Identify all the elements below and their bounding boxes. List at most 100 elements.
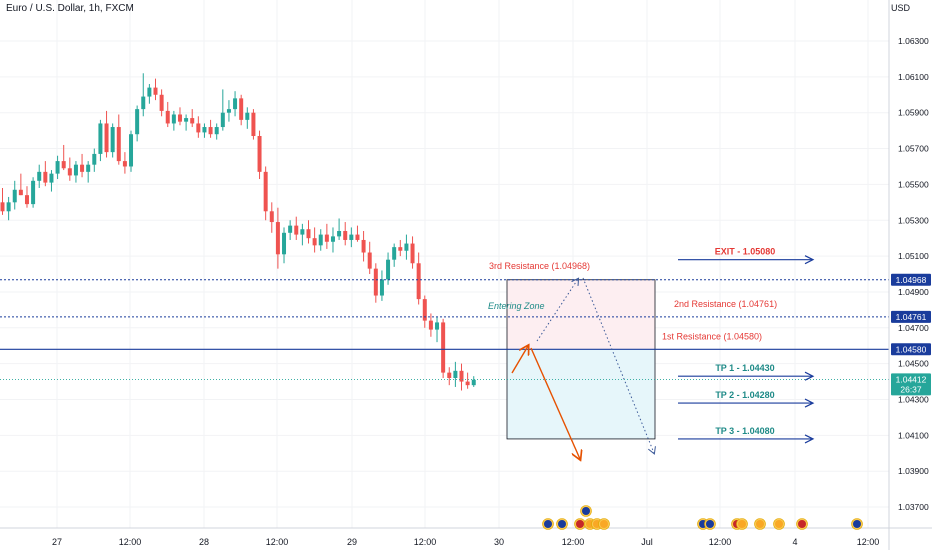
candle: [141, 73, 146, 117]
candle: [12, 180, 17, 210]
price-tick-label: 1.04500: [898, 359, 929, 369]
candle-body: [86, 164, 91, 172]
time-tick-label: 4: [792, 537, 797, 547]
candle-body: [269, 211, 274, 223]
candle: [324, 223, 329, 249]
time-tick-label: 12:00: [266, 537, 289, 547]
price-tick-label: 1.04300: [898, 395, 929, 405]
candle-body: [43, 171, 48, 183]
candle-body: [373, 268, 378, 296]
res2-tag-text: 1.04761: [896, 312, 927, 322]
candle-body: [361, 239, 366, 253]
countdown-text: 26:37: [900, 384, 922, 394]
candle: [361, 231, 366, 262]
candle: [49, 170, 54, 192]
candle-body: [386, 259, 391, 280]
candle-body: [410, 243, 415, 264]
tp2-label: TP 2 - 1.04280: [715, 390, 774, 400]
time-tick-label: 29: [347, 537, 357, 547]
time-axis[interactable]: 27 12:00 28 12:00 29 12:00 30 12:00 Jul 12:00 4 12:…: [52, 537, 879, 547]
entering-zone-upper: [507, 279, 655, 350]
candle: [453, 361, 458, 387]
candle: [245, 107, 250, 129]
candle: [18, 173, 23, 196]
tp2-level: TP 2 - 1.04280: [678, 390, 815, 408]
res1-label: 1st Resistance (1.04580): [662, 331, 762, 341]
candle-body: [282, 232, 287, 255]
candle-body: [12, 189, 17, 203]
candle: [355, 225, 360, 242]
price-tick-label: 1.04700: [898, 323, 929, 333]
time-tick-label: Jul: [641, 537, 653, 547]
candle: [288, 220, 293, 240]
candle: [153, 78, 158, 101]
candle-body: [306, 229, 311, 239]
candles: [0, 73, 476, 391]
event-icon: [574, 518, 586, 530]
res1-tag: 1.04580: [891, 343, 931, 356]
candle: [392, 243, 397, 267]
price-tick-label: 1.03900: [898, 466, 929, 476]
candle-body: [453, 370, 458, 378]
candle: [239, 94, 244, 126]
candle: [343, 222, 348, 246]
candle: [441, 318, 446, 378]
candle: [251, 109, 256, 140]
candle: [435, 317, 440, 343]
event-icon: [773, 518, 785, 530]
candle-body: [324, 234, 329, 242]
price-tick-label: 1.05100: [898, 251, 929, 261]
candle: [61, 144, 66, 171]
event-icon: [754, 518, 766, 530]
candle-body: [251, 112, 256, 137]
candle: [55, 155, 60, 180]
candle-body: [55, 161, 60, 174]
exit-label: EXIT - 1.05080: [715, 247, 776, 257]
candle: [306, 220, 311, 244]
candle: [300, 223, 305, 246]
candle-body: [312, 238, 317, 246]
price-tick-label: 1.06300: [898, 36, 929, 46]
event-icon-center: [576, 520, 584, 528]
candle-body: [294, 225, 299, 235]
candle: [86, 161, 91, 183]
tp2-arrow: [804, 398, 815, 408]
candle-body: [0, 202, 5, 212]
candle: [24, 186, 29, 208]
candle-body: [275, 222, 280, 255]
candle: [122, 152, 127, 174]
candle-body: [184, 118, 189, 122]
candle: [208, 119, 213, 138]
symbol-title[interactable]: Euro / U.S. Dollar, 1h, FXCM: [6, 3, 134, 14]
res2-tag: 1.04761: [891, 310, 931, 323]
candle-body: [288, 225, 293, 233]
res1-tag-text: 1.04580: [896, 344, 927, 354]
candle-body: [141, 96, 146, 110]
candle-body: [220, 112, 225, 128]
price-tick-label: 1.05700: [898, 144, 929, 154]
candle-body: [239, 98, 244, 120]
candle-body: [202, 127, 207, 133]
candle: [214, 123, 219, 140]
candle: [428, 313, 433, 337]
candle-body: [67, 168, 72, 176]
candle-body: [422, 299, 427, 321]
event-icon-center: [775, 520, 783, 528]
candle: [73, 161, 78, 183]
candle: [0, 187, 5, 215]
candle: [177, 107, 182, 126]
event-icon: [851, 518, 863, 530]
target-levels: EXIT - 1.05080 TP 1 - 1.04430 TP 2 - 1.042…: [678, 247, 815, 444]
candle: [67, 157, 72, 181]
price-axis[interactable]: 1.06300 1.06100 1.05900 1.05700 1.05500 1.053…: [898, 36, 929, 512]
candle-body: [245, 112, 250, 120]
time-tick-label: 28: [199, 537, 209, 547]
candle: [312, 227, 317, 253]
candle-body: [208, 127, 213, 135]
candle: [416, 252, 421, 305]
candle-body: [233, 98, 238, 110]
economic-events[interactable]: [542, 505, 863, 530]
candle: [404, 234, 409, 260]
candle: [282, 227, 287, 264]
